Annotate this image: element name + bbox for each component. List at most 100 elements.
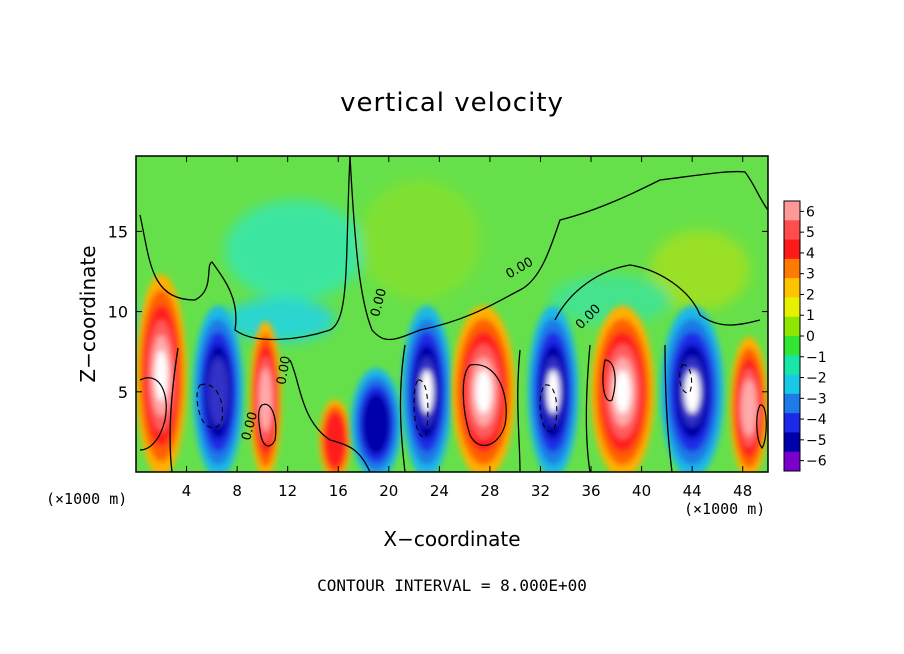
- x-tick-label: 48: [733, 482, 752, 500]
- yellow-green-region: [650, 230, 750, 310]
- velocity-cell: [136, 274, 187, 472]
- zero-contour: [517, 349, 521, 472]
- x-tick-label: 24: [430, 482, 449, 500]
- colorbar-segment: [784, 201, 800, 221]
- y-tick-label: 15: [108, 222, 128, 241]
- dashed-contour: [413, 379, 429, 438]
- green-region: [360, 180, 480, 300]
- zero-contour: [554, 264, 761, 326]
- x-axis-label: X−coordinate: [383, 527, 521, 551]
- y-ticks-layer: 5 10 15: [108, 222, 768, 402]
- x-ticks-layer: 4 8 12 16 20 24 28 32 36 40 44 48: [182, 156, 752, 500]
- x-tick-label: 4: [182, 482, 192, 500]
- contour-label: 0.00: [368, 287, 390, 319]
- contour-label: 0.00: [274, 355, 294, 386]
- x-tick-label: 8: [232, 482, 242, 500]
- cyan-region: [225, 200, 365, 300]
- colorbar-segment: [784, 258, 800, 279]
- velocity-cell-band: [546, 370, 560, 414]
- contour-interval-note: CONTOUR INTERVAL = 8.000E+00: [317, 576, 587, 595]
- chart-title: vertical velocity: [340, 88, 564, 118]
- velocity-cell-band: [324, 411, 347, 469]
- colorbar-tick-label: 1: [806, 308, 815, 324]
- y-tick-label: 10: [108, 303, 128, 322]
- cells-layer: [136, 274, 768, 472]
- velocity-cell-band: [362, 393, 391, 455]
- colorbar-tick-label: −5: [806, 433, 827, 449]
- colorbar-segment: [784, 316, 800, 337]
- zero-contour: [169, 347, 179, 472]
- colorbar-tick-label: 0: [806, 329, 815, 345]
- velocity-cell-band: [208, 357, 229, 427]
- solid-contour: [139, 377, 167, 451]
- dashed-contour: [196, 383, 224, 429]
- velocity-cell-band: [741, 379, 757, 437]
- solid-contour: [258, 403, 277, 447]
- x-tick-label: 36: [581, 482, 600, 500]
- colorbar-tick-label: −4: [806, 412, 827, 428]
- colorbar-segment: [784, 278, 800, 298]
- velocity-cell: [249, 321, 282, 472]
- velocity-cell: [401, 305, 452, 472]
- x-tick-label: 12: [278, 482, 297, 500]
- zero-contour: [664, 344, 673, 472]
- solid-contour: [756, 404, 767, 450]
- x-unit-label-left: (×1000 m): [46, 490, 128, 508]
- y-tick-label: 5: [118, 383, 128, 402]
- x-tick-label: 44: [683, 482, 702, 500]
- colorbar-segment: [784, 413, 800, 433]
- colorbar-tick-label: 6: [806, 204, 815, 220]
- x-tick-label: 28: [480, 482, 499, 500]
- x-tick-label: 20: [379, 482, 398, 500]
- x-unit-label-right: (×1000 m): [684, 500, 766, 518]
- colorbar-tick-label: −1: [806, 350, 827, 366]
- colorbar-segment: [784, 220, 800, 241]
- colorbar-tick-label: −2: [806, 371, 827, 387]
- colorbar-layer: 6 5 4 3 2 1 0 −1 −2 −3 −4 −5 −6: [783, 200, 827, 472]
- velocity-cell-band: [420, 370, 434, 414]
- x-tick-label: 40: [632, 482, 651, 500]
- plot-frame: [135, 155, 769, 473]
- velocity-cell-band: [684, 370, 701, 414]
- colorbar-segment: [784, 432, 800, 453]
- velocity-cell: [350, 368, 402, 472]
- velocity-cell: [319, 399, 351, 472]
- x-tick-label: 32: [531, 482, 550, 500]
- x-tick-label: 16: [329, 482, 348, 500]
- solid-contour: [602, 359, 616, 402]
- negative-contours: [196, 364, 693, 438]
- plot-area: 0.000.000.000.000.00: [136, 156, 768, 472]
- contour-lines: [139, 156, 768, 472]
- zero-contour: [139, 156, 351, 341]
- colorbar-tick-label: −3: [806, 391, 827, 407]
- velocity-cell: [660, 305, 724, 472]
- zero-contour: [585, 344, 591, 472]
- velocity-cell: [591, 305, 655, 472]
- colorbar-tick-label: 4: [806, 246, 815, 262]
- velocity-cell: [452, 305, 516, 472]
- colorbar-tick-label: 3: [806, 267, 815, 283]
- colorbar-segment: [784, 374, 800, 395]
- zero-contour: [349, 156, 768, 341]
- velocity-cell: [527, 305, 579, 472]
- colorbar-segment: [784, 297, 800, 318]
- positive-contours: [139, 359, 767, 451]
- solid-contour: [462, 364, 507, 446]
- velocity-cell: [730, 336, 768, 472]
- colorbar-segment: [784, 239, 800, 260]
- contour-label: 0.00: [239, 410, 261, 442]
- colorbar-segment: [784, 355, 800, 376]
- velocity-cell-band: [259, 368, 272, 432]
- colorbar-tick-label: 5: [806, 225, 815, 241]
- colorbar-tick-label: 2: [806, 287, 815, 303]
- cyan-region: [225, 298, 335, 342]
- velocity-cell-band: [614, 370, 631, 414]
- colorbar-segment: [784, 393, 800, 414]
- zero-contour: [399, 344, 406, 472]
- velocity-cell: [192, 305, 244, 472]
- zero-contour: [289, 359, 371, 472]
- dashed-contour: [539, 384, 558, 433]
- velocity-cell-band: [475, 370, 492, 414]
